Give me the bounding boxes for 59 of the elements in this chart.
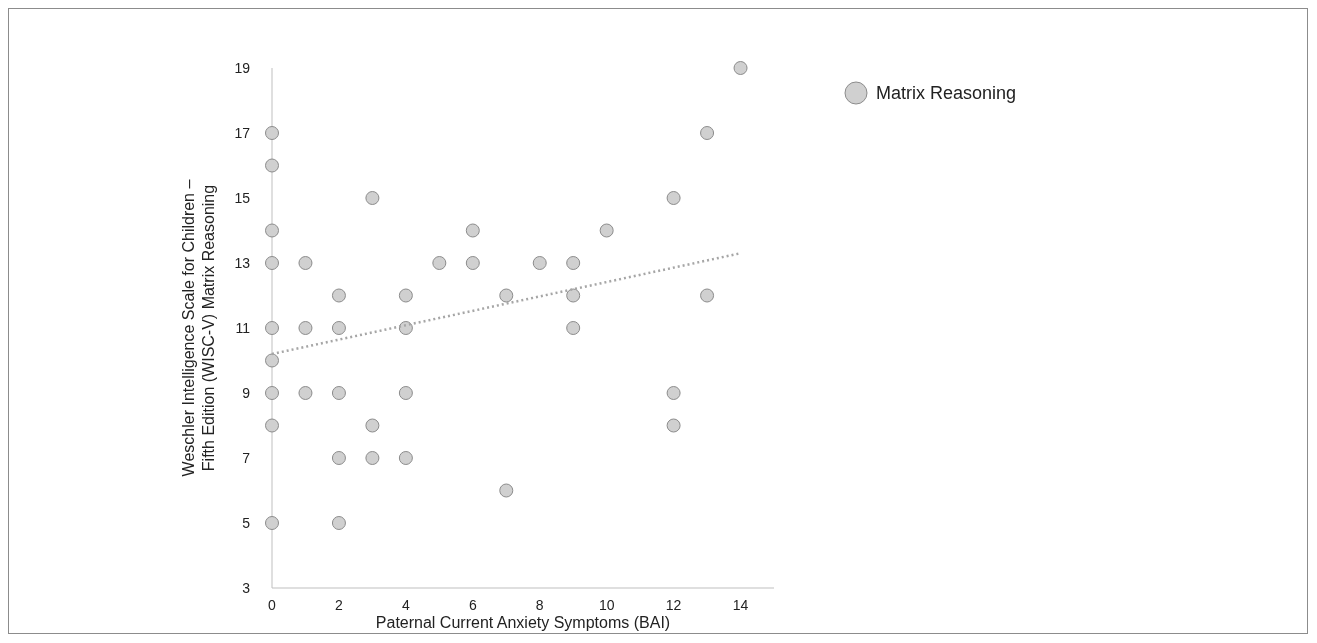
point [700, 126, 715, 140]
x-tick-label: 6 [468, 597, 477, 613]
point [365, 191, 380, 205]
x-tick-label: 0 [268, 597, 277, 613]
point [265, 223, 279, 238]
point [566, 256, 581, 270]
point [566, 288, 581, 303]
point [465, 223, 480, 238]
point [331, 451, 346, 465]
y-tick-label: 13 [234, 254, 251, 271]
legend-label: Matrix Reasoning [876, 83, 1017, 104]
point [298, 321, 313, 335]
point [331, 321, 346, 335]
point [398, 386, 413, 400]
x-axis-title: Paternal Current Anxiety Symptoms (BAI) [375, 614, 671, 631]
y-tick-label: 3 [242, 579, 251, 596]
point [265, 386, 279, 400]
point [499, 288, 514, 303]
y-tick-label: 17 [234, 124, 251, 141]
point [733, 61, 748, 75]
point [666, 191, 681, 205]
y-tick-label: 19 [234, 59, 251, 76]
point [265, 256, 279, 270]
point [700, 288, 715, 303]
y-tick-label: 11 [235, 319, 251, 336]
y-axis-title: Weschler Intelligence Scale for Children – Fifth Edition (WISC-V) Matrix Reasoning [180, 179, 217, 477]
point [265, 353, 279, 368]
point [331, 386, 346, 400]
x-tick-label: 14 [732, 597, 749, 613]
point [666, 418, 681, 433]
point [666, 386, 681, 400]
point [599, 223, 614, 238]
point [265, 126, 279, 140]
x-tick-label: 8 [535, 597, 544, 613]
point [298, 256, 313, 270]
point [265, 321, 279, 335]
point [465, 256, 480, 270]
y-tick-label: 5 [242, 514, 251, 531]
y-tick-label: 9 [242, 384, 251, 401]
y-tick-label: 7 [242, 449, 251, 466]
x-tick-label: 12 [665, 597, 682, 613]
point [432, 256, 447, 270]
point [532, 256, 547, 270]
point [566, 321, 581, 335]
point [331, 516, 346, 530]
point [265, 516, 279, 530]
point [398, 288, 413, 303]
point [499, 483, 514, 498]
x-tick-label: 10 [598, 597, 615, 613]
y-tick-label: 15 [234, 189, 251, 206]
point [298, 386, 313, 400]
x-tick-label: 4 [401, 597, 410, 613]
point [365, 418, 380, 433]
point [365, 451, 380, 465]
x-tick-label: 2 [335, 597, 344, 613]
point [331, 288, 346, 303]
point [398, 451, 413, 465]
point [265, 158, 279, 173]
point [265, 418, 279, 433]
